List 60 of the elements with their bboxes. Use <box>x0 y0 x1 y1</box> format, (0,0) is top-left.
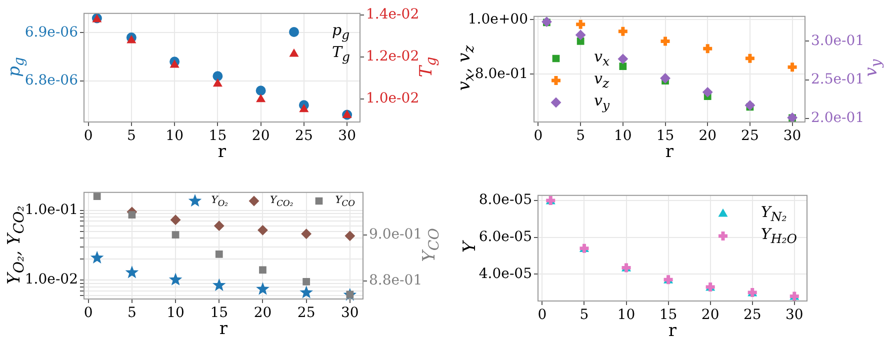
y2-tick-label: 1.0e-02 <box>366 90 420 107</box>
y-tick-label: 1.0e-01 <box>24 202 78 218</box>
x-axis-title: r <box>668 321 677 339</box>
x-axis-title: r <box>219 319 228 339</box>
x-tick-label: 25 <box>297 305 316 322</box>
x-tick-label: 0 <box>84 128 93 144</box>
y-tick-label: 8.0e-01 <box>474 66 528 82</box>
legend-label: Y$_{CO₂}$ <box>270 194 294 208</box>
legend-label: v$_{x}$ <box>594 48 610 68</box>
y-tick-label: 8.0e-05 <box>478 192 532 208</box>
x-tick-label: 0 <box>84 305 93 322</box>
x-axis-title: r <box>218 142 226 162</box>
x-tick-label: 10 <box>617 307 636 324</box>
x-tick-label: 5 <box>580 307 589 324</box>
legend-label: p$_{g}$ <box>332 21 350 42</box>
y2-tick-label: 1.4e-02 <box>366 6 420 23</box>
x-tick-label: 20 <box>701 307 720 324</box>
y-axis-title: Y <box>460 241 480 253</box>
y-tick-label: 1.0e+00 <box>468 11 528 28</box>
legend-label: Y$_{H₂O}$ <box>760 225 797 246</box>
y-tick-label: 6.8e-06 <box>24 72 78 89</box>
y-tick-label: 6.0e-05 <box>478 228 532 245</box>
x-tick-label: 30 <box>783 128 802 144</box>
x-tick-label: 20 <box>698 128 717 144</box>
x-tick-label: 10 <box>166 128 184 144</box>
x-tick-label: 30 <box>341 305 359 322</box>
x-tick-label: 30 <box>785 307 804 324</box>
legend-label: v$_{z}$ <box>594 70 610 90</box>
x-tick-label: 15 <box>659 307 678 324</box>
x-tick-label: 25 <box>295 128 313 144</box>
legend-label: Y$_{CO}$ <box>335 194 355 208</box>
legend-label: Y$_{O₂}$ <box>211 194 228 208</box>
x-tick-label: 5 <box>576 128 586 144</box>
legend-label: v$_{y}$ <box>594 92 610 112</box>
x-tick-label: 25 <box>743 307 762 324</box>
x-tick-label: 15 <box>656 128 674 144</box>
x-tick-label: 5 <box>127 305 136 322</box>
x-tick-label: 10 <box>166 305 184 322</box>
y-tick-label: 6.9e-06 <box>24 24 78 40</box>
x-tick-label: 15 <box>208 128 227 144</box>
y2-tick-label: 3.0e-01 <box>811 32 864 49</box>
x-tick-label: 15 <box>210 305 228 322</box>
x-tick-label: 30 <box>338 128 356 144</box>
x-tick-label: 0 <box>534 128 543 144</box>
y-tick-label: 4.0e-05 <box>478 266 532 282</box>
legend-label: T$_{g}$ <box>332 43 350 64</box>
y-tick-label: 1.0e-02 <box>24 272 78 288</box>
x-tick-label: 0 <box>538 307 547 324</box>
y2-tick-label: 2.5e-01 <box>811 71 864 88</box>
x-tick-label: 10 <box>614 128 632 144</box>
x-tick-label: 25 <box>741 128 759 144</box>
y2-tick-label: 8.8e-01 <box>369 272 422 289</box>
y2-tick-label: 1.2e-02 <box>366 48 420 65</box>
x-tick-label: 20 <box>254 305 272 322</box>
y2-tick-label: 9.0e-01 <box>369 226 422 242</box>
x-tick-label: 20 <box>252 128 270 144</box>
y2-tick-label: 2.0e-01 <box>811 110 864 126</box>
x-tick-label: 5 <box>126 128 136 144</box>
legend-label: Y$_{N₂}$ <box>760 203 787 224</box>
x-axis-title: r <box>665 142 674 162</box>
